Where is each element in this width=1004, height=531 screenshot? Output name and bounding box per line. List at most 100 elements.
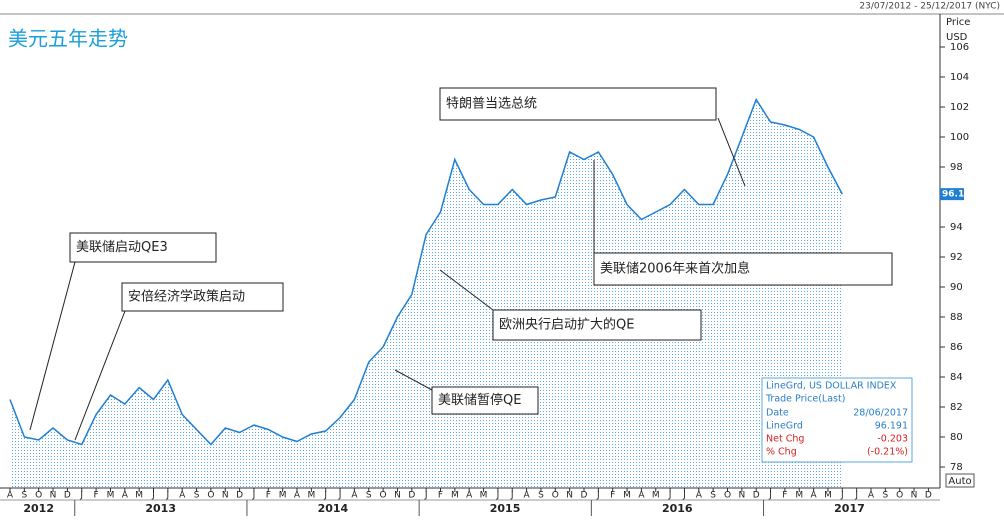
x-tick-label: D (64, 491, 71, 501)
auto-button[interactable] (945, 473, 975, 488)
y-tick-label: 100 (950, 132, 969, 143)
x-tick-label: J (510, 491, 514, 501)
x-tick-label: N (911, 491, 918, 501)
annotation-arrow (394, 369, 433, 391)
x-tick-label: M (135, 491, 143, 501)
info-box (761, 377, 913, 463)
y-tick-label: 102 (950, 102, 969, 113)
x-tick-label: J (252, 491, 256, 501)
annotation-text: 安倍经济学政策启动 (128, 289, 245, 305)
x-tick-label: D (925, 491, 932, 501)
x-tick-label: N (394, 491, 401, 501)
x-tick-label: A (122, 491, 129, 501)
annotation-box (593, 252, 893, 286)
x-tick-label: J (768, 491, 772, 501)
x-tick-label: M (795, 491, 803, 501)
x-tick-label: A (466, 491, 473, 501)
x-tick-label: J (682, 491, 686, 501)
annotation-arrow (717, 117, 746, 187)
last-price-label: 96.191 (942, 190, 977, 200)
x-tick-label: M (623, 491, 631, 501)
y-tick-label: 92 (950, 252, 963, 263)
price-line (9, 97, 843, 446)
x-tick-label: D (236, 491, 243, 501)
info-title: LineGrd, US DOLLAR INDEX (766, 381, 897, 392)
x-tick-label: J (596, 491, 600, 501)
x-tick-label: J (79, 491, 83, 501)
x-tick-label: J (338, 491, 342, 501)
info-value: 28/06/2017 (853, 408, 908, 419)
x-tick-label: F (94, 491, 99, 501)
y-tick-label: 78 (950, 462, 963, 473)
x-tick-label: A (294, 491, 301, 501)
y-tick-label: 86 (950, 342, 963, 353)
x-tick-label: O (207, 491, 214, 501)
year-label: 2014 (318, 502, 349, 515)
x-tick-label: F (782, 491, 787, 501)
x-tick-label: M (279, 491, 287, 501)
x-tick-label: F (266, 491, 271, 501)
y-tick-label: 98 (950, 162, 963, 173)
x-tick-label: F (438, 491, 443, 501)
x-tick-label: J (854, 491, 858, 501)
axis-label: Price (946, 17, 970, 28)
auto-button-label[interactable]: Auto (948, 476, 971, 487)
x-tick-label: J (166, 491, 170, 501)
year-label: 2012 (23, 502, 54, 515)
y-tick-label: 82 (950, 402, 963, 413)
x-tick-label: S (882, 491, 888, 501)
annotation-box (439, 87, 717, 121)
x-tick-label: A (179, 491, 186, 501)
x-tick-label: J (424, 491, 428, 501)
x-tick-label: A (524, 491, 531, 501)
x-tick-label: D (408, 491, 415, 501)
x-tick-label: A (7, 491, 14, 501)
year-label: 2016 (662, 502, 693, 515)
y-tick-label: 104 (950, 72, 969, 83)
annotation-text: 特朗普当选总统 (446, 97, 537, 112)
x-tick-label: O (380, 491, 387, 501)
annotation-box (492, 309, 702, 341)
y-tick-label: 90 (950, 282, 963, 293)
x-tick-label: S (538, 491, 544, 501)
info-value: -0.203 (877, 434, 908, 445)
area-fill (10, 99, 843, 488)
annotation-text: 美联储暂停QE (438, 392, 521, 408)
x-tick-label: M (652, 491, 660, 501)
x-tick-label: J (151, 491, 155, 501)
x-tick-label: S (366, 491, 372, 501)
x-tick-label: J (668, 491, 672, 501)
x-tick-label: A (696, 491, 703, 501)
x-tick-label: M (480, 491, 488, 501)
annotation-box (431, 386, 539, 415)
x-tick-label: M (824, 491, 832, 501)
x-tick-label: D (581, 491, 588, 501)
annotation-text: 美联储2006年来首次加息 (600, 261, 750, 277)
unit-label: USD (946, 32, 968, 43)
x-tick-label: J (323, 491, 327, 501)
y-tick-label: 106 (950, 42, 969, 53)
info-key: % Chg (766, 447, 797, 458)
last-price-tag (940, 188, 964, 201)
x-tick-label: N (222, 491, 229, 501)
x-tick-label: O (552, 491, 559, 501)
year-label: 2017 (834, 502, 865, 515)
x-tick-label: O (896, 491, 903, 501)
x-tick-label: A (811, 491, 818, 501)
y-tick-label: 84 (950, 372, 963, 383)
x-tick-label: N (50, 491, 57, 501)
x-tick-label: J (496, 491, 500, 501)
x-tick-label: S (194, 491, 200, 501)
x-tick-label: F (610, 491, 615, 501)
x-tick-label: M (451, 491, 459, 501)
x-tick-label: N (566, 491, 573, 501)
annotation-text: 欧洲央行启动扩大的QE (499, 317, 634, 333)
chart-title: 美元五年走势 (8, 27, 128, 51)
year-label: 2013 (145, 502, 176, 515)
x-tick-label: J (840, 491, 844, 501)
x-tick-label: A (868, 491, 875, 501)
info-key: Date (766, 408, 789, 419)
x-tick-label: N (738, 491, 745, 501)
annotation-box (121, 282, 284, 312)
